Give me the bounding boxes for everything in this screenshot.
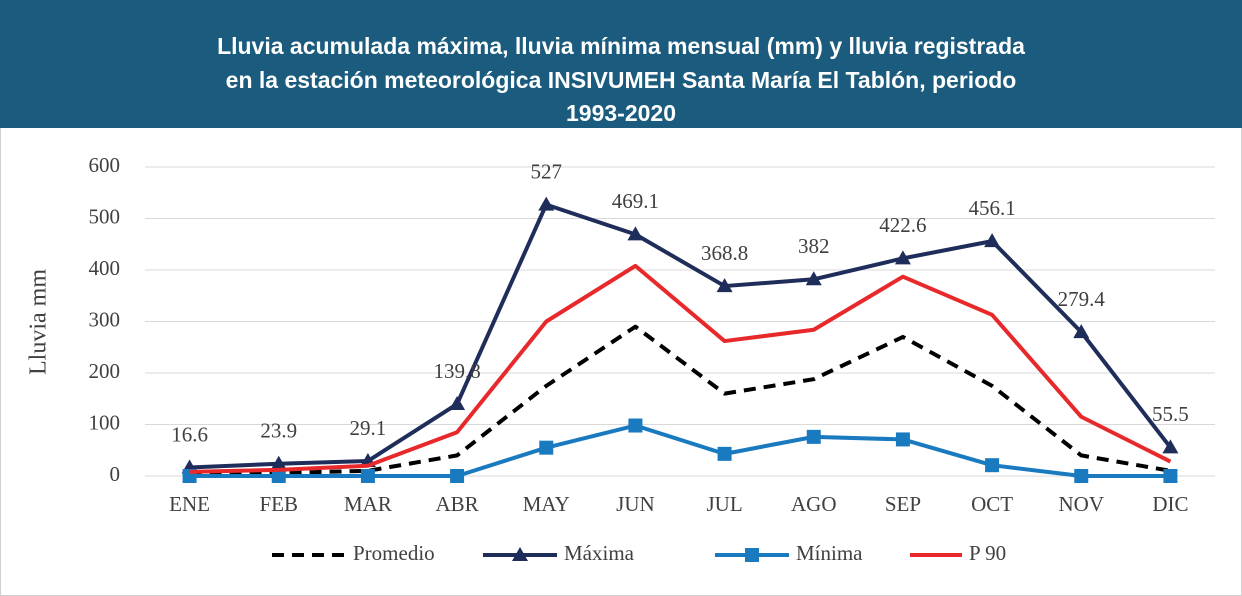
x-tick-label: ABR	[435, 492, 478, 516]
marker	[271, 469, 286, 483]
x-tick-label: NOV	[1059, 492, 1105, 516]
marker	[449, 396, 466, 411]
data-label: 527	[531, 159, 563, 183]
marker	[805, 271, 822, 286]
data-label: 368.8	[701, 241, 748, 265]
marker	[717, 446, 732, 461]
marker	[806, 429, 821, 444]
chart-title: en la estación meteorológica INSIVUMEH S…	[226, 67, 1017, 93]
x-tick-label: AGO	[791, 492, 837, 516]
x-tick-label: MAY	[523, 492, 570, 516]
marker	[894, 250, 911, 265]
y-tick-label: 200	[89, 359, 121, 383]
marker	[627, 226, 644, 241]
x-tick-label: JUL	[706, 492, 742, 516]
y-tick-label: 600	[89, 153, 121, 177]
data-label: 139.8	[433, 359, 480, 383]
x-tick-label: JUN	[616, 492, 655, 516]
marker	[1074, 469, 1089, 483]
marker	[716, 278, 733, 293]
data-label: 456.1	[968, 196, 1015, 220]
chart-title: Lluvia acumulada máxima, lluvia mínima m…	[217, 33, 1025, 59]
marker	[1163, 469, 1178, 483]
data-label: 469.1	[612, 189, 659, 213]
marker	[539, 440, 554, 455]
x-tick-label: FEB	[259, 492, 298, 516]
y-tick-label: 400	[89, 256, 121, 280]
legend-label: Máxima	[564, 541, 635, 565]
y-tick-label: 100	[89, 410, 121, 434]
data-label: 382	[798, 234, 830, 258]
line	[189, 263, 1172, 474]
data-label: 23.9	[260, 419, 297, 443]
legend-label: Mínima	[796, 541, 863, 565]
x-tick-label: OCT	[971, 492, 1013, 516]
x-tick-label: MAR	[344, 492, 392, 516]
data-label: 279.4	[1058, 287, 1106, 311]
marker	[1073, 324, 1090, 339]
chart-title: 1993-2020	[566, 100, 676, 126]
x-tick-label: DIC	[1152, 492, 1188, 516]
y-tick-label: 300	[89, 307, 121, 331]
marker	[270, 455, 287, 470]
data-label: 422.6	[879, 213, 926, 237]
y-tick-label: 0	[110, 462, 121, 486]
data-label: 16.6	[171, 422, 208, 446]
data-label: 29.1	[350, 416, 387, 440]
x-tick-label: ENE	[169, 492, 210, 516]
marker	[512, 547, 528, 561]
x-tick-label: SEP	[885, 492, 921, 516]
line	[189, 202, 1173, 470]
marker	[450, 469, 465, 483]
marker	[360, 469, 375, 483]
title-banner	[0, 0, 1242, 128]
marker	[984, 233, 1001, 248]
line	[189, 423, 1171, 478]
y-axis-label: Lluvia mm	[26, 269, 52, 375]
marker	[628, 418, 643, 433]
marker	[745, 548, 759, 562]
data-label: 55.5	[1152, 402, 1189, 426]
legend-label: Promedio	[353, 541, 435, 565]
marker	[985, 458, 1000, 473]
marker	[538, 196, 555, 211]
marker	[895, 432, 910, 447]
legend-label: P 90	[969, 541, 1006, 565]
y-tick-label: 500	[89, 204, 121, 228]
marker	[1162, 439, 1179, 454]
line	[189, 324, 1171, 476]
